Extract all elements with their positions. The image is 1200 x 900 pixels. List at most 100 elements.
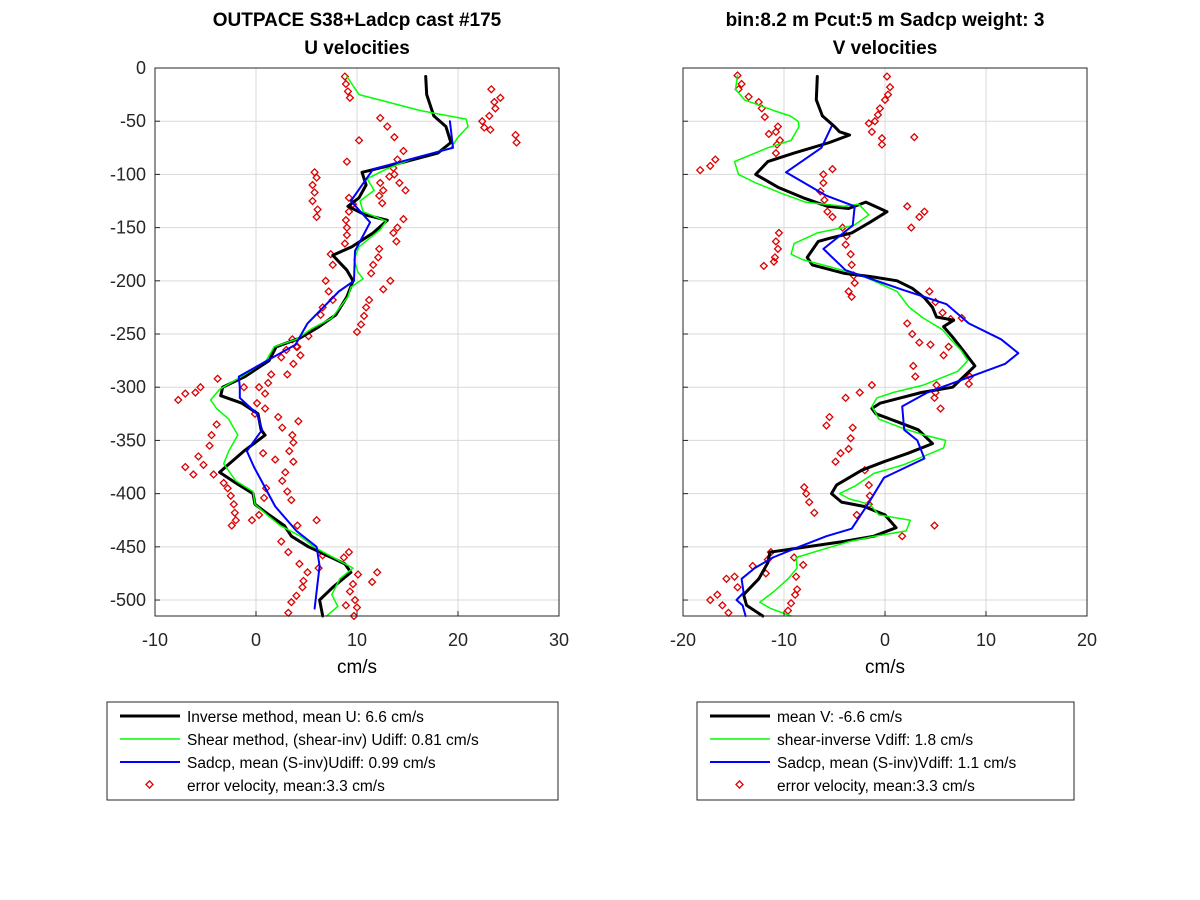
u-y-tick-label: -300 [110,377,146,397]
v-error-velocity-point [938,308,947,318]
u-error-velocity-point [289,359,298,369]
u-error-velocity-point [324,287,334,296]
v-x-tick-label: -10 [771,630,797,650]
u-y-tick-label: -350 [110,430,146,450]
u-error-velocity-point [352,603,362,612]
u-error-velocity-point [173,395,183,405]
u-error-velocity-point [199,460,208,470]
v-error-velocity-point [786,598,796,608]
u-error-velocity-point [372,568,382,577]
u-error-velocity-point [342,157,352,166]
u-error-velocity-point [349,611,359,621]
u-error-velocity-point [282,370,292,379]
u-error-velocity-point [484,111,494,121]
u-error-velocity-point [328,260,338,270]
u-error-velocity-point [189,470,198,479]
v-error-velocity-point [875,104,885,113]
v-legend-box [696,701,1075,801]
v-panel: bin:8.2 m Pcut:5 m Sadcp weight: 3 V vel… [670,10,1097,678]
v-error-velocity-point [908,361,918,371]
u-error-velocity-point [298,582,307,592]
v-legend-shear-label: shear-inverse Vdiff: 1.8 cm/s [777,732,973,749]
u-error-velocity-point [288,430,297,440]
u-error-velocity-point [213,374,222,384]
v-error-velocity-point [915,212,924,222]
u-error-velocity-point [227,521,237,530]
u-error-velocity-point [477,116,487,126]
u-error-velocity-point [395,178,404,188]
v-error-velocity-point [846,249,855,259]
u-legend-error-label: error velocity, mean:3.3 cm/s [187,778,385,795]
v-tick-labels: -20 -10 0 10 20 [670,67,1097,650]
v-shear-line [733,74,969,617]
v-legend-error-label: error velocity, mean:3.3 cm/s [777,778,975,795]
u-panel-subtitle: U velocities [304,38,410,59]
v-error-velocity-point [915,338,924,347]
u-error-velocity-point [277,423,287,432]
u-shear-line [209,75,469,617]
v-error-velocity-point [771,148,781,158]
v-x-tick-label: -20 [670,630,696,650]
u-error-velocity-point [479,123,489,132]
v-panel-subtitle: V velocities [833,38,938,59]
u-error-velocity-point [340,239,350,248]
u-error-velocity-point [342,223,352,232]
u-panel-title: OUTPACE S38+Ladcp cast #175 [213,10,502,31]
v-error-velocity-point [930,521,939,530]
u-tick-labels: -10 0 10 20 300-50-100-150-200-250-300-350-4… [110,58,569,650]
v-error-velocity-point [730,572,739,581]
u-error-velocity-point [321,276,331,286]
v-error-velocity-point [848,423,857,432]
u-error-velocity-point [375,113,385,123]
u-error-velocity-point [392,237,401,246]
u-error-velocity-point [223,483,233,493]
v-legend-sadcp-label: Sadcp, mean (S-inv)Vdiff: 1.1 cm/s [777,755,1016,772]
u-error-velocity-point [312,173,321,182]
u-error-velocity-point [389,228,398,238]
u-error-velocity-point [254,510,264,520]
v-error-velocity-point [783,606,793,615]
u-error-velocity-point [393,223,402,232]
v-error-velocity-point [771,237,781,246]
u-error-velocity-point [348,579,358,589]
u-y-tick-label: -250 [110,324,146,344]
u-error-velocity-point [226,491,236,501]
u-error-velocity-point [273,412,283,422]
v-legend: mean V: -6.6 cm/s shear-inverse Vdiff: 1… [696,701,1075,801]
u-plot-area [173,72,521,621]
u-error-velocity-point [368,260,378,270]
u-error-velocity-point [354,136,364,145]
u-error-velocity-point [345,93,355,103]
u-error-velocity-point [344,547,354,557]
v-error-velocity-point [801,489,811,498]
v-error-velocity-point [773,244,783,254]
u-grid [155,68,559,616]
v-x-tick-label: 0 [880,630,890,650]
u-error-velocity-point [313,205,322,214]
v-error-velocity-point [906,223,916,232]
u-error-velocity-point [312,515,321,525]
u-error-velocity-point [287,495,296,505]
u-legend: Inverse method, mean U: 6.6 cm/s Shear m… [106,701,559,801]
v-error-velocity-point [819,178,828,188]
v-error-velocity-point [798,560,808,570]
v-error-velocity-point [847,292,856,302]
u-error-velocity-point [260,404,270,413]
v-error-velocity-point [822,421,831,430]
u-x-tick-label: 20 [448,630,468,650]
v-error-velocity-point [705,161,715,171]
u-error-velocity-point [270,455,280,464]
v-error-velocity-point [847,260,856,270]
u-error-velocity-point [277,476,287,486]
v-legend-mean-label: mean V: -6.6 cm/s [777,709,902,726]
v-error-velocity-point [885,82,895,92]
v-error-velocity-point [852,510,862,520]
u-error-velocity-point [491,104,500,113]
v-error-velocity-point [944,342,953,352]
u-error-velocity-point [367,577,377,587]
v-error-velocity-point [932,380,941,390]
u-error-velocity-point [254,382,264,392]
u-x-axis-label: cm/s [337,657,377,678]
u-error-velocity-point [345,587,355,596]
v-error-velocity-point [760,112,770,122]
